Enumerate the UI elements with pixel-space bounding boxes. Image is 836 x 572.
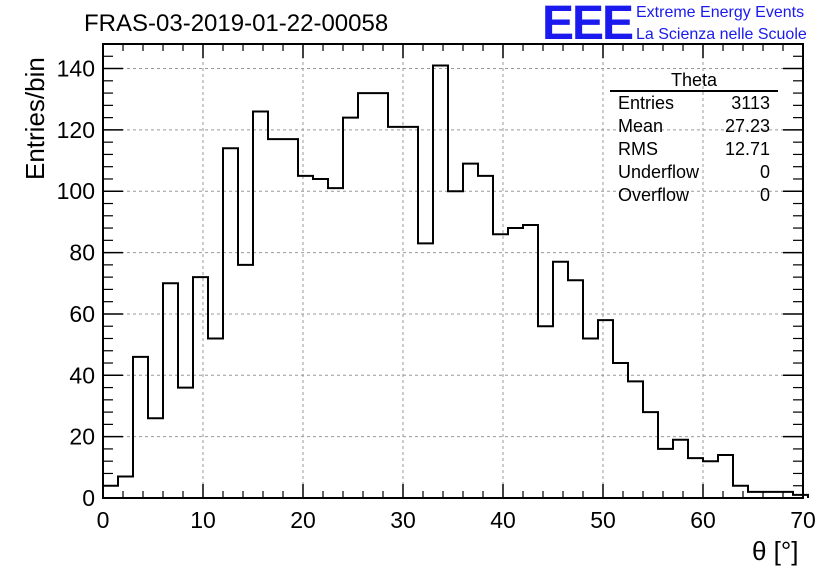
histogram-bin <box>358 93 373 498</box>
logo-line-2: La Scienza nelle Scuole <box>636 26 807 43</box>
histogram-bin <box>418 243 433 498</box>
stats-value: 3113 <box>731 93 770 113</box>
histogram-bin <box>178 388 193 498</box>
histogram-bin <box>718 455 733 498</box>
histogram-bin <box>388 127 403 498</box>
y-tick-label: 80 <box>69 240 95 266</box>
grid-lines <box>103 44 803 498</box>
histogram-bin <box>283 139 298 498</box>
stats-label: Entries <box>618 93 675 113</box>
histogram-bin <box>463 164 478 498</box>
stats-row-underflow: Underflow 0 <box>610 161 778 184</box>
histogram-bin <box>658 449 673 498</box>
stats-value: 0 <box>759 162 770 182</box>
histogram-bin <box>223 148 238 498</box>
stats-value: 12.71 <box>724 139 770 159</box>
histogram-bin <box>298 176 313 498</box>
histogram-bin <box>118 477 133 498</box>
histogram-bin <box>508 228 523 498</box>
histogram-bin <box>688 458 703 498</box>
stats-label: Mean <box>618 116 664 136</box>
y-tick-label: 40 <box>69 362 95 388</box>
stats-row-entries: Entries 3113 <box>610 92 778 115</box>
y-tick-label: 60 <box>69 301 95 327</box>
y-tick-label: 20 <box>69 424 95 450</box>
x-tick-label: 40 <box>490 507 516 533</box>
x-tick-label: 50 <box>590 507 616 533</box>
histogram-bin <box>673 440 688 498</box>
stats-title: Theta <box>610 70 778 92</box>
histogram-bin <box>148 418 163 498</box>
y-tick-label: 0 <box>82 485 95 511</box>
x-tick-label: 10 <box>190 507 216 533</box>
histogram-bin <box>778 492 793 498</box>
histogram-bin <box>598 320 613 498</box>
histogram-bin <box>628 381 643 498</box>
histogram-bin <box>313 179 328 498</box>
y-tick-label: 120 <box>57 117 95 143</box>
histogram-bin <box>613 363 628 498</box>
chart-title: FRAS-03-2019-01-22-00058 <box>84 10 389 37</box>
histogram-bin <box>643 412 658 498</box>
stats-label: Underflow <box>618 162 700 182</box>
stats-row-rms: RMS 12.71 <box>610 138 778 161</box>
histogram-bin <box>433 65 448 498</box>
histogram-bin <box>763 492 778 498</box>
histogram-bin <box>328 188 343 498</box>
histogram-bin <box>583 338 598 498</box>
eee-logo: EEE <box>542 0 634 50</box>
histogram-bin <box>493 234 508 498</box>
y-axis-label: Entries/bin <box>20 57 50 180</box>
stats-value: 0 <box>759 185 770 205</box>
histogram-bin <box>703 461 718 498</box>
axis-ticks <box>102 43 804 499</box>
histogram-bin <box>103 486 118 498</box>
stats-row-overflow: Overflow 0 <box>610 184 778 207</box>
stats-label: Overflow <box>618 185 690 205</box>
histogram-bin <box>208 338 223 498</box>
histogram-bin <box>373 93 388 498</box>
y-tick-label: 140 <box>57 56 95 82</box>
histogram-bin <box>568 280 583 498</box>
histogram-bin <box>793 495 808 498</box>
histogram-bin <box>343 118 358 498</box>
histogram-bin <box>163 283 178 498</box>
x-tick-label: 0 <box>97 507 110 533</box>
stats-value: 27.23 <box>724 116 770 136</box>
plot-frame <box>102 43 804 499</box>
tick-labels: 0 10 20 30 40 50 60 70 0 20 40 60 80 100 120 140 <box>57 56 816 533</box>
stats-label: RMS <box>618 139 658 159</box>
histogram-bin <box>268 139 283 498</box>
histogram-bin <box>133 357 148 498</box>
logo-line-1: Extreme Energy Events <box>636 4 805 21</box>
histogram-bin <box>238 265 253 498</box>
histogram-bin <box>553 262 568 498</box>
x-tick-label: 60 <box>690 507 716 533</box>
histogram-bin <box>253 111 268 498</box>
histogram-bin <box>403 127 418 498</box>
x-axis-label: θ [°] <box>752 536 799 566</box>
stats-box: Theta Entries 3113 Mean 27.23 RMS 12.71 … <box>610 70 778 207</box>
x-tick-label: 20 <box>290 507 316 533</box>
histogram-bin <box>523 225 538 498</box>
histogram-bin <box>478 176 493 498</box>
y-tick-label: 100 <box>57 178 95 204</box>
histogram-step-line <box>102 64 809 498</box>
x-tick-label: 70 <box>790 507 816 533</box>
histogram-bin <box>448 191 463 498</box>
histogram-bin <box>193 277 208 498</box>
histogram-bin <box>748 492 763 498</box>
stats-row-mean: Mean 27.23 <box>610 115 778 138</box>
histogram-bin <box>733 486 748 498</box>
x-tick-label: 30 <box>390 507 416 533</box>
histogram-bin <box>538 326 553 498</box>
